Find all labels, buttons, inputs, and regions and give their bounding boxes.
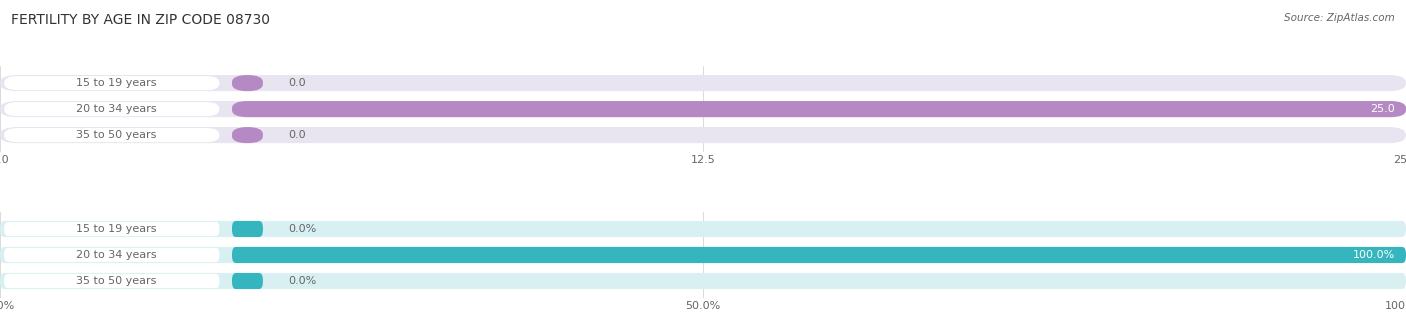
FancyBboxPatch shape — [232, 75, 263, 91]
FancyBboxPatch shape — [232, 221, 263, 237]
FancyBboxPatch shape — [232, 101, 1406, 117]
FancyBboxPatch shape — [4, 248, 219, 262]
Text: 15 to 19 years: 15 to 19 years — [76, 224, 156, 234]
Text: 35 to 50 years: 35 to 50 years — [76, 130, 156, 140]
Text: 0.0: 0.0 — [288, 78, 307, 88]
Text: 0.0%: 0.0% — [288, 224, 316, 234]
FancyBboxPatch shape — [4, 128, 219, 142]
Text: 35 to 50 years: 35 to 50 years — [76, 276, 156, 286]
Text: 25.0: 25.0 — [1369, 104, 1395, 114]
FancyBboxPatch shape — [4, 76, 219, 90]
FancyBboxPatch shape — [0, 127, 1406, 143]
FancyBboxPatch shape — [232, 127, 263, 143]
Text: FERTILITY BY AGE IN ZIP CODE 08730: FERTILITY BY AGE IN ZIP CODE 08730 — [11, 13, 270, 27]
Text: 100.0%: 100.0% — [1353, 250, 1395, 260]
Text: 0.0: 0.0 — [288, 130, 307, 140]
FancyBboxPatch shape — [0, 273, 1406, 289]
Text: 20 to 34 years: 20 to 34 years — [76, 104, 156, 114]
FancyBboxPatch shape — [0, 75, 1406, 91]
FancyBboxPatch shape — [0, 101, 1406, 117]
FancyBboxPatch shape — [232, 273, 263, 289]
FancyBboxPatch shape — [4, 222, 219, 236]
FancyBboxPatch shape — [0, 247, 1406, 263]
Text: 20 to 34 years: 20 to 34 years — [76, 250, 156, 260]
Text: 15 to 19 years: 15 to 19 years — [76, 78, 156, 88]
Text: Source: ZipAtlas.com: Source: ZipAtlas.com — [1284, 13, 1395, 23]
Text: 0.0%: 0.0% — [288, 276, 316, 286]
FancyBboxPatch shape — [0, 221, 1406, 237]
FancyBboxPatch shape — [4, 102, 219, 116]
FancyBboxPatch shape — [4, 274, 219, 288]
FancyBboxPatch shape — [232, 247, 1406, 263]
